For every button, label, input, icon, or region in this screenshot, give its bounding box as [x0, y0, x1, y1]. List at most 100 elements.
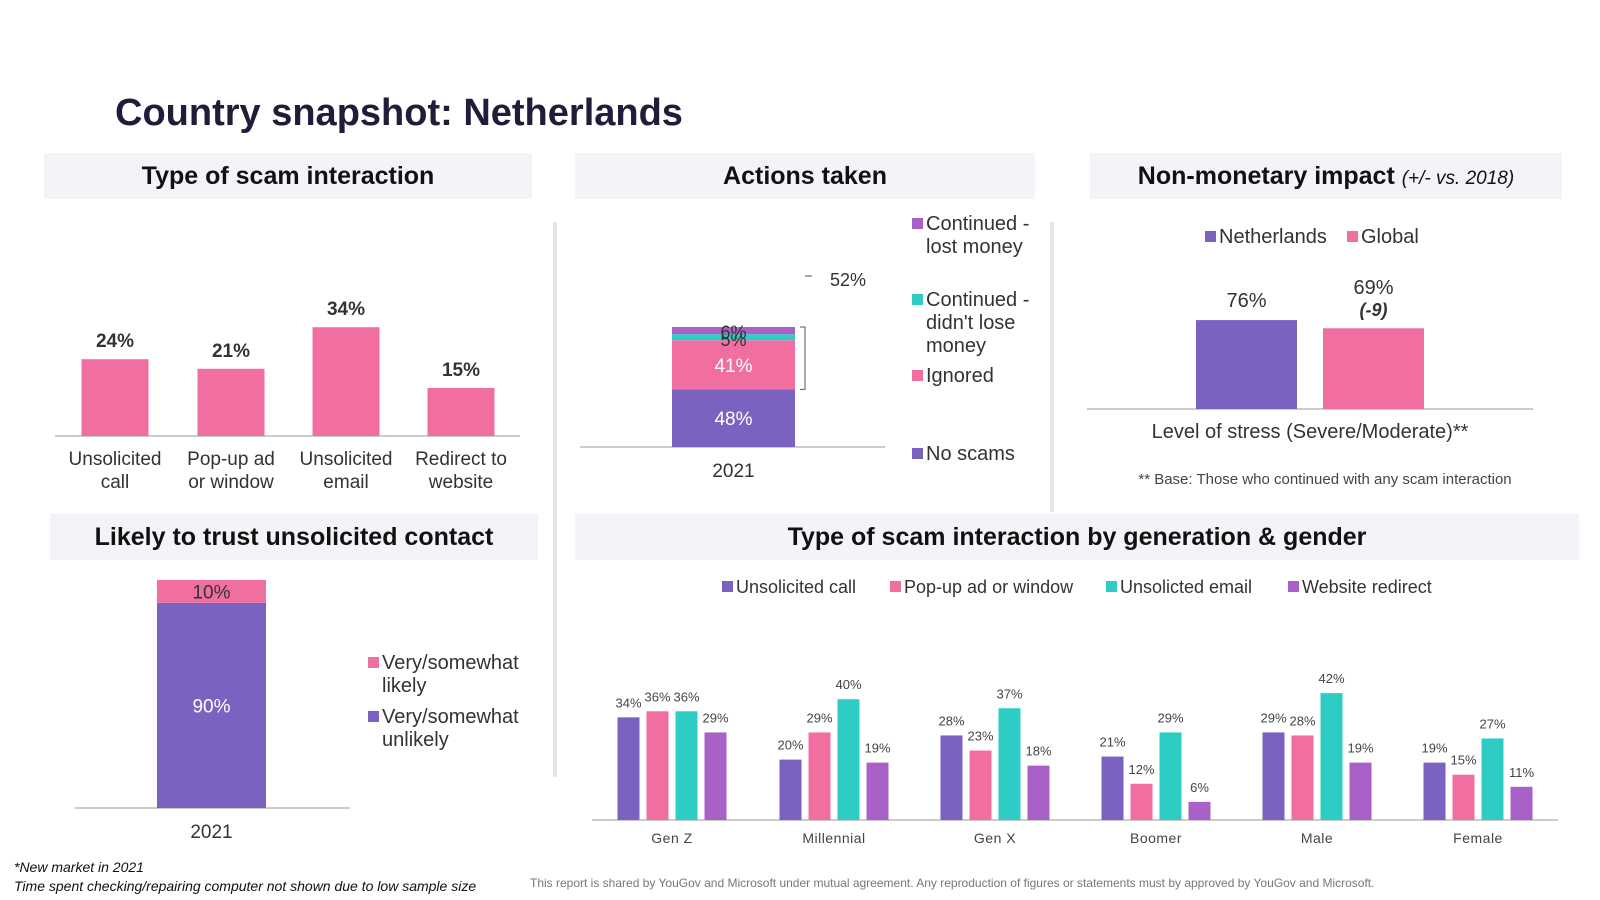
bar [427, 388, 495, 436]
bar [312, 327, 380, 436]
impact-title-sub: (+/- vs. 2018) [1401, 168, 1515, 189]
bar [837, 699, 860, 820]
stack-segment [672, 334, 795, 341]
tick-label: or window [188, 472, 274, 493]
data-label: 36% [673, 689, 699, 704]
data-label: 18% [1025, 744, 1051, 759]
bracket [800, 326, 806, 390]
legend-swatch [912, 370, 923, 381]
bar [1323, 328, 1424, 409]
bar [1027, 765, 1050, 820]
data-label: 34% [327, 299, 365, 320]
legend-label: money [926, 335, 986, 357]
impact-title-main: Non-monetary impact [1137, 162, 1395, 190]
base-note: ** Base: Those who continued with any sc… [1138, 471, 1511, 488]
bar [998, 708, 1021, 820]
divider-right [1050, 222, 1054, 512]
change-label: (-9) [1360, 300, 1388, 320]
legend-label: Global [1361, 226, 1419, 248]
legend-label: Ignored [926, 365, 994, 387]
data-label: 42% [1318, 671, 1344, 686]
tick-label: Redirect to [415, 449, 507, 470]
data-label: 90% [192, 696, 230, 717]
footnotes: *New market in 2021 Time spent checking/… [14, 858, 476, 896]
stack-segment [672, 327, 795, 335]
legend-label: Unsolicted email [1120, 577, 1252, 597]
data-label: 40% [835, 677, 861, 692]
legend-label: didn't lose [926, 312, 1015, 334]
data-label: 19% [864, 741, 890, 756]
trust-chart: 90%10%2021Very/somewhatlikelyVery/somewh… [75, 580, 519, 843]
tick-label: Boomer [1130, 830, 1182, 846]
data-label: 10% [192, 582, 230, 603]
divider-left [553, 222, 557, 777]
tick-label: Pop-up ad [187, 449, 275, 470]
legend-swatch [912, 218, 923, 229]
legend-label: Continued - [926, 289, 1029, 311]
legend-label: Pop-up ad or window [904, 577, 1074, 597]
bar [1510, 786, 1533, 820]
data-label: 15% [1450, 753, 1476, 768]
legend-label: Unsolicited call [736, 577, 856, 597]
bar [1349, 762, 1372, 820]
panel-title-trust: Likely to trust unsolicited contact [50, 514, 538, 560]
tick-label: Unsolicited [300, 449, 393, 470]
bar [1291, 735, 1314, 820]
data-label: 69% [1353, 277, 1393, 299]
legend-swatch [368, 657, 379, 668]
bar [704, 732, 727, 820]
legend-swatch [1106, 581, 1117, 592]
legend-swatch [1288, 581, 1299, 592]
bar [866, 762, 889, 820]
stack-segment [157, 602, 266, 808]
data-label: 37% [996, 686, 1022, 701]
legend-label: Continued - [926, 213, 1029, 235]
impact-chart: Netherlands 76% Global 69%(-9) Level of stre… [1087, 226, 1533, 488]
bar [940, 735, 963, 820]
tick-label: 2021 [712, 461, 754, 482]
legend-label: likely [382, 675, 426, 697]
data-label: 20% [777, 738, 803, 753]
data-label: 6% [1190, 780, 1209, 795]
panel-title-impact: Non-monetary impact (+/- vs. 2018) [1090, 153, 1562, 199]
data-label: 48% [714, 409, 752, 430]
data-label: 41% [714, 356, 752, 377]
legend-swatch [368, 711, 379, 722]
bar [1262, 732, 1285, 820]
bar [969, 750, 992, 820]
tick-label: 2021 [190, 822, 232, 843]
bar [1159, 732, 1182, 820]
tick-label: Millennial [802, 830, 865, 846]
bar [1423, 762, 1446, 820]
data-label: 21% [1099, 735, 1125, 750]
bar [1130, 783, 1153, 820]
bar [779, 759, 802, 820]
legend-swatch [912, 294, 923, 305]
bar [1196, 320, 1297, 409]
legend-label: No scams [926, 443, 1015, 465]
bar [197, 368, 265, 436]
data-label: 24% [96, 331, 134, 352]
bar [617, 717, 640, 820]
data-label: 27% [1479, 716, 1505, 731]
legend-swatch [1347, 231, 1358, 242]
data-label: 19% [1421, 741, 1447, 756]
page-title: Country snapshot: Netherlands [115, 92, 683, 134]
bar [1101, 756, 1124, 820]
data-label: 29% [1260, 710, 1286, 725]
bar [646, 711, 669, 820]
legend-label: lost money [926, 236, 1023, 258]
tick-label: Female [1453, 830, 1503, 846]
data-label: 21% [212, 341, 250, 362]
stack-segment [672, 340, 795, 390]
data-label: 5% [720, 330, 746, 350]
stack-segment [672, 389, 795, 447]
data-label: 29% [1157, 710, 1183, 725]
tick-label: email [323, 472, 368, 493]
data-label: 15% [442, 360, 480, 381]
legend-label: Very/somewhat [382, 706, 519, 728]
data-label: 36% [644, 689, 670, 704]
bar [808, 732, 831, 820]
